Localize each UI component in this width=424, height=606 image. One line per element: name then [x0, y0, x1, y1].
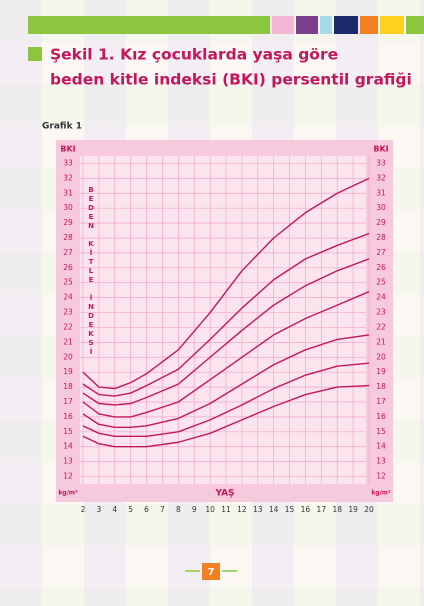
y-tick-label: 23: [376, 308, 386, 317]
y-tick-label: 26: [63, 263, 73, 272]
swatch: [334, 16, 358, 34]
plot-area: [80, 156, 366, 484]
y-tick-label: 33: [376, 158, 386, 167]
y-tick-label: 28: [63, 233, 73, 242]
y-tick-label: 31: [63, 188, 73, 197]
y-tick-label: 14: [63, 442, 73, 451]
x-tick-label: 2: [81, 505, 86, 514]
figure-label: Grafik 1: [42, 122, 82, 132]
x-tick-label: 4: [112, 505, 117, 514]
x-tick-label: 6: [144, 505, 149, 514]
swatch: [360, 16, 378, 34]
x-tick-label: 7: [160, 505, 165, 514]
percentile-curve: [82, 334, 370, 429]
y-axis-vertical-label: BEDEN KİTLE İNDEKSİ: [87, 186, 95, 357]
y-tick-label: 17: [63, 397, 73, 406]
x-tick-label: 14: [269, 505, 279, 514]
x-tick-label: 9: [192, 505, 197, 514]
x-tick-label: 8: [176, 505, 181, 514]
y-tick-label: 27: [376, 248, 386, 257]
y-tick-label: 31: [376, 188, 386, 197]
x-tick-label: 19: [348, 505, 358, 514]
top-bar: [28, 16, 270, 34]
x-tick-label: 16: [301, 505, 311, 514]
y-tick-label: 30: [63, 203, 73, 212]
x-tick-label: 13: [253, 505, 263, 514]
percentile-curve: [82, 384, 370, 448]
swatch: [272, 16, 294, 34]
y-tick-label: 21: [63, 337, 73, 346]
y-tick-label: 29: [63, 218, 73, 227]
y-tick-label: 17: [376, 397, 386, 406]
y-axis-label: BKI: [60, 145, 75, 154]
y-unit: kg/m²: [371, 490, 391, 497]
y-tick-label: 25: [63, 278, 73, 287]
x-tick-label: 20: [364, 505, 374, 514]
y-tick-label: 16: [63, 412, 73, 421]
y-tick-label: 14: [376, 442, 386, 451]
y-tick-label: 24: [376, 293, 386, 302]
y-tick-label: 32: [376, 173, 386, 182]
swatch: [406, 16, 424, 34]
percentile-curve: [82, 232, 370, 397]
y-unit: kg/m²: [58, 490, 78, 497]
y-tick-label: 25: [376, 278, 386, 287]
y-axis-label: BKI: [373, 145, 388, 154]
y-tick-label: 28: [376, 233, 386, 242]
y-tick-label: 33: [63, 158, 73, 167]
x-tick-label: 18: [332, 505, 342, 514]
y-tick-label: 18: [376, 382, 386, 391]
x-axis-label: YAŞ: [214, 489, 234, 499]
y-tick-label: 16: [376, 412, 386, 421]
swatch: [320, 16, 332, 34]
y-tick-label: 24: [63, 293, 73, 302]
y-tick-label: 30: [376, 203, 386, 212]
swatch: [296, 16, 318, 34]
y-tick-label: 22: [63, 322, 73, 331]
y-tick-label: 32: [63, 173, 73, 182]
y-tick-label: 18: [63, 382, 73, 391]
page-number: 7: [208, 567, 215, 578]
page-number-box: [202, 563, 220, 580]
y-tick-label: 21: [376, 337, 386, 346]
y-tick-label: 12: [63, 472, 73, 481]
x-tick-label: 15: [285, 505, 295, 514]
y-tick-label: 20: [376, 352, 386, 361]
y-tick-label: 19: [376, 367, 386, 376]
y-tick-label: 29: [376, 218, 386, 227]
percentile-curve: [82, 291, 370, 418]
y-tick-label: 15: [376, 427, 386, 436]
y-tick-label: 26: [376, 263, 386, 272]
x-tick-label: 17: [317, 505, 327, 514]
y-tick-label: 19: [63, 367, 73, 376]
percentile-curve: [82, 362, 370, 437]
percentile-curve: [82, 177, 370, 390]
percentile-curve: [82, 258, 370, 406]
swatch: [380, 16, 404, 34]
y-tick-label: 22: [376, 322, 386, 331]
y-tick-label: 23: [63, 308, 73, 317]
title: beden kitle indeksi (BKI) persentil graf…: [50, 71, 412, 89]
y-tick-label: 27: [63, 248, 73, 257]
x-tick-label: 5: [128, 505, 133, 514]
y-tick-label: 13: [376, 457, 386, 466]
y-tick-label: 13: [63, 457, 73, 466]
x-tick-label: 12: [237, 505, 247, 514]
y-tick-label: 15: [63, 427, 73, 436]
title: Şekil 1. Kız çocuklarda yaşa göre: [50, 46, 338, 64]
x-tick-label: 11: [221, 505, 231, 514]
y-tick-label: 12: [376, 472, 386, 481]
x-tick-label: 10: [205, 505, 215, 514]
y-tick-label: 20: [63, 352, 73, 361]
x-tick-label: 3: [96, 505, 101, 514]
title-square: [28, 47, 42, 61]
